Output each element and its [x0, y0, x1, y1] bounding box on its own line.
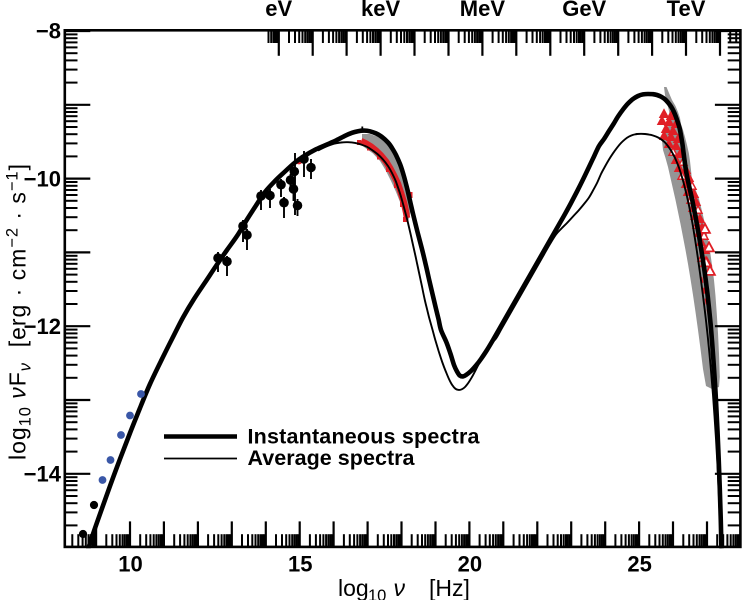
- svg-text:10: 10: [118, 552, 142, 577]
- svg-text:−12: −12: [24, 314, 61, 339]
- svg-text:Instantaneous spectra: Instantaneous spectra: [248, 425, 481, 449]
- svg-text:Average spectra: Average spectra: [248, 446, 416, 470]
- svg-text:−8: −8: [36, 19, 61, 44]
- svg-text:−14: −14: [24, 462, 62, 487]
- svg-text:20: 20: [458, 552, 482, 577]
- svg-text:keV: keV: [361, 0, 400, 21]
- svg-text:MeV: MeV: [460, 0, 506, 21]
- svg-text:log10 νFν [erg · cm−2 · s−1]: log10 νFν [erg · cm−2 · s−1]: [4, 164, 35, 460]
- svg-text:eV: eV: [265, 0, 292, 21]
- svg-text:15: 15: [288, 552, 312, 577]
- svg-text:TeV: TeV: [667, 0, 706, 21]
- svg-text:GeV: GeV: [562, 0, 606, 21]
- svg-text:25: 25: [627, 552, 651, 577]
- svg-text:−10: −10: [24, 166, 61, 191]
